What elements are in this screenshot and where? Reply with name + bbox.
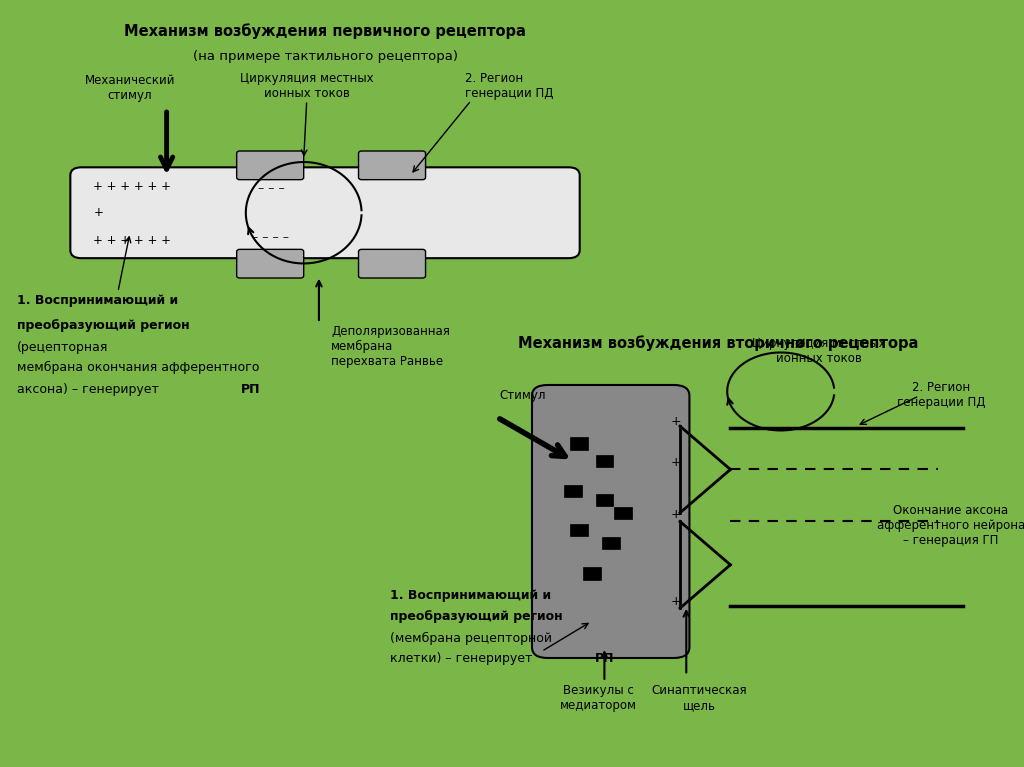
FancyBboxPatch shape: [71, 167, 580, 258]
Bar: [596, 494, 613, 506]
Text: +: +: [671, 415, 681, 428]
Bar: [570, 437, 588, 449]
Bar: [564, 485, 582, 497]
Text: – – – –: – – – –: [252, 232, 289, 245]
Text: преобразующий регион: преобразующий регион: [17, 318, 190, 331]
Text: клетки) – генерирует: клетки) – генерирует: [390, 653, 537, 665]
Text: (на примере тактильного рецептора): (на примере тактильного рецептора): [193, 50, 458, 63]
FancyBboxPatch shape: [358, 249, 426, 278]
Text: + + + + + +: + + + + + +: [93, 179, 171, 193]
Text: преобразующий регион: преобразующий регион: [390, 611, 563, 624]
Text: Стимул: Стимул: [500, 390, 546, 403]
Text: Механизм возбуждения вторичного рецептора: Механизм возбуждения вторичного рецептор…: [517, 335, 918, 351]
Text: РП: РП: [241, 383, 260, 396]
Text: 1. Воспринимающий и: 1. Воспринимающий и: [17, 295, 178, 308]
Text: +: +: [671, 456, 681, 469]
Text: 1. Воспринимающий и: 1. Воспринимающий и: [390, 588, 551, 601]
Text: Везикулы с
медиатором: Везикулы с медиатором: [560, 684, 637, 712]
FancyBboxPatch shape: [237, 249, 304, 278]
Text: мембрана окончания афферентного: мембрана окончания афферентного: [17, 361, 260, 374]
FancyBboxPatch shape: [532, 385, 689, 658]
Bar: [614, 507, 632, 519]
Text: +: +: [93, 206, 103, 219]
Text: Циркуляция местных
ионных токов: Циркуляция местных ионных токов: [240, 71, 374, 100]
FancyBboxPatch shape: [358, 151, 426, 179]
Bar: [570, 524, 588, 536]
Text: + + + + + +: + + + + + +: [93, 234, 171, 247]
Text: +: +: [671, 509, 681, 522]
Text: 2. Регион
генерации ПД: 2. Регион генерации ПД: [897, 380, 985, 409]
Text: РП: РП: [595, 653, 614, 665]
Text: Окончание аксона
афферентного нейрона
– генерация ГП: Окончание аксона афферентного нейрона – …: [877, 504, 1024, 547]
Text: Циркуляция местных
ионных токов: Циркуляция местных ионных токов: [752, 337, 886, 365]
FancyBboxPatch shape: [237, 151, 304, 179]
Text: (мембрана рецепторной: (мембрана рецепторной: [390, 632, 552, 645]
Text: Синаптическая
щель: Синаптическая щель: [651, 684, 746, 712]
Text: (рецепторная: (рецепторная: [17, 341, 109, 354]
Text: 2. Регион
генерации ПД: 2. Регион генерации ПД: [465, 71, 554, 100]
Text: +: +: [671, 595, 681, 608]
Bar: [583, 568, 601, 580]
Text: аксона) – генерирует: аксона) – генерирует: [17, 383, 163, 396]
Text: Деполяризованная
мембрана
перехвата Ранвье: Деполяризованная мембрана перехвата Ранв…: [331, 325, 450, 368]
Bar: [596, 455, 613, 467]
Text: – – –: – – –: [258, 182, 285, 195]
Bar: [602, 537, 620, 549]
Text: Механизм возбуждения первичного рецептора: Механизм возбуждения первичного рецептор…: [124, 23, 526, 39]
Text: Механический
стимул: Механический стимул: [85, 74, 175, 102]
